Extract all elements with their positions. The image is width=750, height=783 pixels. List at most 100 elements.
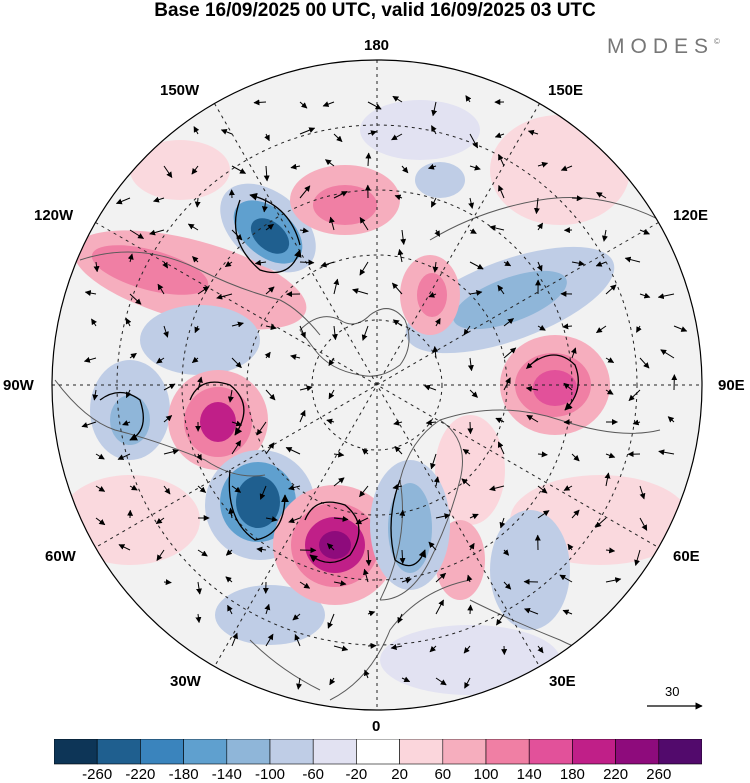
wind-vector bbox=[537, 451, 548, 458]
wind-vector bbox=[390, 644, 403, 651]
colorbar-swatch bbox=[312, 739, 357, 765]
wind-vector bbox=[264, 603, 271, 615]
colorbar-tick-label: -100 bbox=[254, 766, 286, 783]
wind-vector bbox=[81, 421, 97, 428]
colorbar-swatch bbox=[615, 739, 660, 765]
wind-vector bbox=[163, 448, 179, 455]
wind-vector bbox=[571, 260, 585, 267]
wind-vector bbox=[397, 613, 403, 624]
wind-vector bbox=[392, 282, 403, 295]
wind-vector bbox=[526, 414, 539, 423]
wind-vector bbox=[430, 453, 437, 470]
wind-vector bbox=[503, 581, 512, 590]
wind-vector bbox=[430, 197, 437, 208]
wind-vector bbox=[467, 604, 474, 615]
wind-vector bbox=[187, 223, 199, 231]
lon-label-90w: 90W bbox=[3, 377, 34, 394]
map-title: Base 16/09/2025 00 UTC, valid 16/09/2025… bbox=[154, 0, 596, 21]
anomaly-positive bbox=[130, 140, 230, 200]
wind-vector bbox=[163, 415, 173, 423]
wind-vector bbox=[667, 416, 675, 423]
wind-vector bbox=[435, 677, 447, 686]
wind-vector bbox=[362, 568, 369, 583]
wind-vector bbox=[227, 604, 233, 615]
wind-vector bbox=[596, 325, 607, 334]
wind-vector bbox=[84, 290, 97, 297]
wind-vector bbox=[115, 197, 131, 205]
wind-vector bbox=[326, 418, 335, 425]
wind-vector bbox=[192, 256, 199, 263]
wind-vector bbox=[265, 633, 274, 647]
lon-label-60w: 60W bbox=[45, 548, 76, 565]
wind-vector bbox=[498, 184, 505, 199]
wind-vector bbox=[361, 325, 369, 341]
wind-vector bbox=[333, 451, 345, 458]
anomaly-positive-core bbox=[533, 370, 577, 406]
wind-vector bbox=[191, 165, 199, 175]
wind-vector bbox=[364, 669, 370, 679]
wind-vector bbox=[639, 292, 651, 299]
anomaly-negative bbox=[415, 162, 465, 198]
wind-vector bbox=[605, 357, 615, 364]
wind-vector bbox=[352, 288, 369, 295]
wind-vector bbox=[367, 610, 376, 617]
colorbar-tick-label: 100 bbox=[473, 766, 499, 783]
wind-vector bbox=[537, 324, 546, 331]
wind-vector bbox=[367, 130, 377, 136]
wind-vector bbox=[264, 351, 271, 359]
anomaly-positive bbox=[435, 415, 505, 525]
wind-vector bbox=[299, 385, 313, 392]
wind-vector bbox=[632, 419, 641, 426]
anomaly-positive-core bbox=[319, 531, 351, 559]
wind-vector bbox=[365, 549, 372, 567]
wind-vector bbox=[225, 576, 233, 583]
wind-vector bbox=[117, 453, 131, 460]
wind-vector bbox=[463, 645, 471, 654]
wind-vector bbox=[191, 356, 199, 363]
wind-vector bbox=[197, 549, 208, 557]
lon-label-30e: 30E bbox=[549, 673, 576, 690]
wind-vector bbox=[571, 195, 583, 202]
wind-vector bbox=[299, 259, 315, 266]
wind-vector bbox=[329, 677, 336, 686]
wind-vector bbox=[392, 95, 403, 103]
wind-vector bbox=[225, 549, 233, 556]
anomaly-positive bbox=[417, 273, 447, 317]
wind-vector bbox=[231, 229, 243, 241]
wind-vector bbox=[601, 229, 608, 242]
wind-vector bbox=[254, 259, 267, 266]
wind-vector bbox=[367, 101, 382, 110]
streamlines bbox=[99, 192, 579, 567]
wind-vector bbox=[466, 574, 473, 583]
wind-vector bbox=[163, 165, 173, 178]
wind-vector bbox=[391, 133, 403, 141]
wind-vector bbox=[359, 261, 369, 276]
wind-vector bbox=[537, 222, 544, 231]
wind-vector bbox=[495, 417, 505, 424]
wind-vector bbox=[595, 261, 607, 267]
wind-vector bbox=[196, 581, 202, 595]
wind-vector bbox=[256, 546, 267, 553]
wind-vector bbox=[265, 516, 278, 523]
wind-vector bbox=[355, 517, 369, 525]
wind-vector bbox=[163, 383, 176, 391]
wind-vector bbox=[469, 228, 477, 234]
wind-vector bbox=[560, 165, 573, 172]
wind-vector bbox=[333, 645, 349, 652]
wind-vector bbox=[83, 356, 97, 363]
wind-vector bbox=[220, 129, 233, 135]
wind-vector bbox=[431, 125, 437, 135]
wind-vector bbox=[290, 163, 301, 170]
wind-vector bbox=[265, 442, 275, 455]
wind-vector bbox=[231, 321, 244, 328]
wind-vector bbox=[265, 324, 277, 331]
wind-vector bbox=[469, 513, 479, 520]
wind-vector bbox=[536, 261, 543, 272]
colorbar-tick-label: -60 bbox=[302, 766, 325, 783]
wind-vector bbox=[432, 346, 439, 359]
colorbar-tick-label: -260 bbox=[82, 766, 113, 783]
map-border bbox=[51, 59, 703, 711]
wind-vector bbox=[163, 579, 172, 586]
wind-vector bbox=[435, 513, 451, 520]
